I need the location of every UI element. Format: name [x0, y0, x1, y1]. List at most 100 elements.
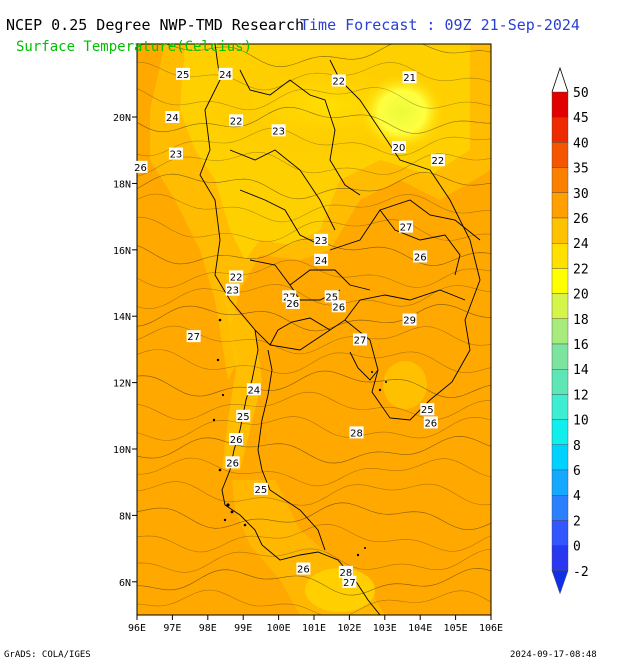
contour-label-box — [225, 456, 240, 469]
colorbar-label: 16 — [573, 338, 589, 353]
isotherm — [137, 106, 491, 134]
contour-label-box — [399, 220, 414, 233]
contour-label-box — [229, 433, 244, 446]
contour-label-box — [331, 74, 346, 87]
colorbar-swatch — [551, 419, 569, 446]
contour-label: 28 — [350, 428, 363, 439]
colorbar-swatch — [551, 520, 569, 546]
contour-label-box — [353, 333, 368, 346]
colorbar-swatch — [551, 293, 569, 320]
contour-label: 26 — [230, 435, 243, 446]
contour-label: 26 — [332, 302, 345, 313]
colorbar-swatch — [551, 369, 569, 395]
isotherm-lines — [137, 44, 491, 615]
colorbar-swatch — [551, 495, 569, 521]
contour-label-box — [271, 124, 286, 137]
lon-tick-label: 105E — [444, 623, 468, 634]
colorbar-label: 22 — [573, 262, 589, 277]
contour-label-box — [402, 313, 417, 326]
contour-label: 27 — [354, 335, 367, 346]
contour-label-box — [342, 575, 357, 588]
contour-label-box — [285, 296, 300, 309]
colorbar-swatch — [551, 167, 569, 194]
colorbar-label: 45 — [573, 111, 589, 126]
contour-label: 24 — [219, 70, 232, 81]
colorbar-swatch — [551, 444, 569, 471]
isotherm — [137, 44, 491, 68]
contour-label: 24 — [315, 256, 328, 267]
colorbar-label: 14 — [573, 363, 589, 378]
lon-tick-label: 101E — [302, 623, 326, 634]
isotherm — [137, 523, 491, 553]
zone-east-coast — [383, 361, 427, 409]
colorbar-swatch — [551, 217, 569, 244]
colorbar-label: 4 — [573, 489, 581, 504]
contour-label: 21 — [403, 73, 416, 84]
contour-label: 29 — [403, 316, 416, 327]
map-field — [137, 44, 491, 615]
lat-tick-label: 8N — [119, 511, 131, 522]
header-forecast-time: Time Forecast : 09Z 21-Sep-2024 — [300, 16, 580, 34]
lon-tick-label: 96E — [128, 623, 146, 634]
contour-label: 22 — [332, 77, 345, 88]
contour-label: 24 — [247, 385, 260, 396]
contour-label-box — [218, 67, 233, 80]
colorbar-label: 30 — [573, 187, 589, 202]
contour-label-box — [314, 253, 329, 266]
province-lines-d — [379, 209, 461, 276]
contour-label: 26 — [414, 252, 427, 263]
colorbar-swatch — [551, 343, 569, 370]
contour-label: 23 — [315, 236, 328, 247]
border-east — [344, 289, 466, 321]
colorbar-label: 35 — [573, 162, 589, 177]
lon-tick-label: 103E — [373, 623, 397, 634]
border-north — [239, 69, 361, 196]
contour-label: 26 — [226, 458, 239, 469]
contour-label-box — [225, 283, 240, 296]
gulf-head — [269, 317, 331, 346]
contour-label: 20 — [393, 143, 406, 154]
colorbar-label: 10 — [573, 414, 589, 429]
contour-label-box — [168, 147, 183, 160]
contour-label: 25 — [325, 292, 338, 303]
peninsula-west-coast — [221, 329, 381, 615]
islands — [212, 318, 387, 557]
colorbar-swatch — [551, 91, 569, 118]
isotherm — [137, 481, 491, 506]
contour-label: 26 — [297, 565, 310, 576]
isotherm — [137, 304, 491, 332]
lon-tick-label: 104E — [408, 623, 432, 634]
zone-peninsula-south — [305, 568, 375, 612]
isotherm — [137, 349, 491, 374]
contour-label-box — [176, 67, 191, 80]
contour-label-box — [186, 330, 201, 343]
isotherm — [137, 259, 491, 289]
lat-tick-label: 18N — [113, 179, 131, 190]
colorbar-label: 50 — [573, 86, 589, 101]
contour-label-box — [420, 403, 435, 416]
contour-label: 22 — [230, 272, 243, 283]
colorbar-swatch — [551, 318, 569, 345]
contour-label-box — [338, 565, 353, 578]
contour-label-box — [430, 154, 445, 167]
isotherm — [137, 127, 491, 157]
colorbar-label: -2 — [573, 565, 589, 580]
zone-west-strip — [222, 300, 262, 470]
lon-tick-label: 97E — [163, 623, 181, 634]
contour-label-box — [413, 250, 428, 263]
province-lines-b — [239, 189, 321, 246]
colorbar-swatch — [551, 268, 569, 294]
colorbar-swatch — [551, 192, 569, 219]
contour-label-box — [402, 71, 417, 84]
contour-label: 27 — [343, 578, 356, 589]
contour-label: 25 — [255, 485, 268, 496]
colorbar-label: 40 — [573, 136, 589, 151]
contour-label-box — [133, 160, 148, 173]
colorbar-arrow-high — [551, 66, 569, 93]
contour-label: 23 — [226, 286, 239, 297]
lat-tick-label: 12N — [113, 379, 131, 390]
colorbar-label: 24 — [573, 237, 589, 252]
header-left-title: NCEP 0.25 Degree NWP-TMD Research — [6, 16, 305, 34]
isotherm — [137, 284, 491, 310]
